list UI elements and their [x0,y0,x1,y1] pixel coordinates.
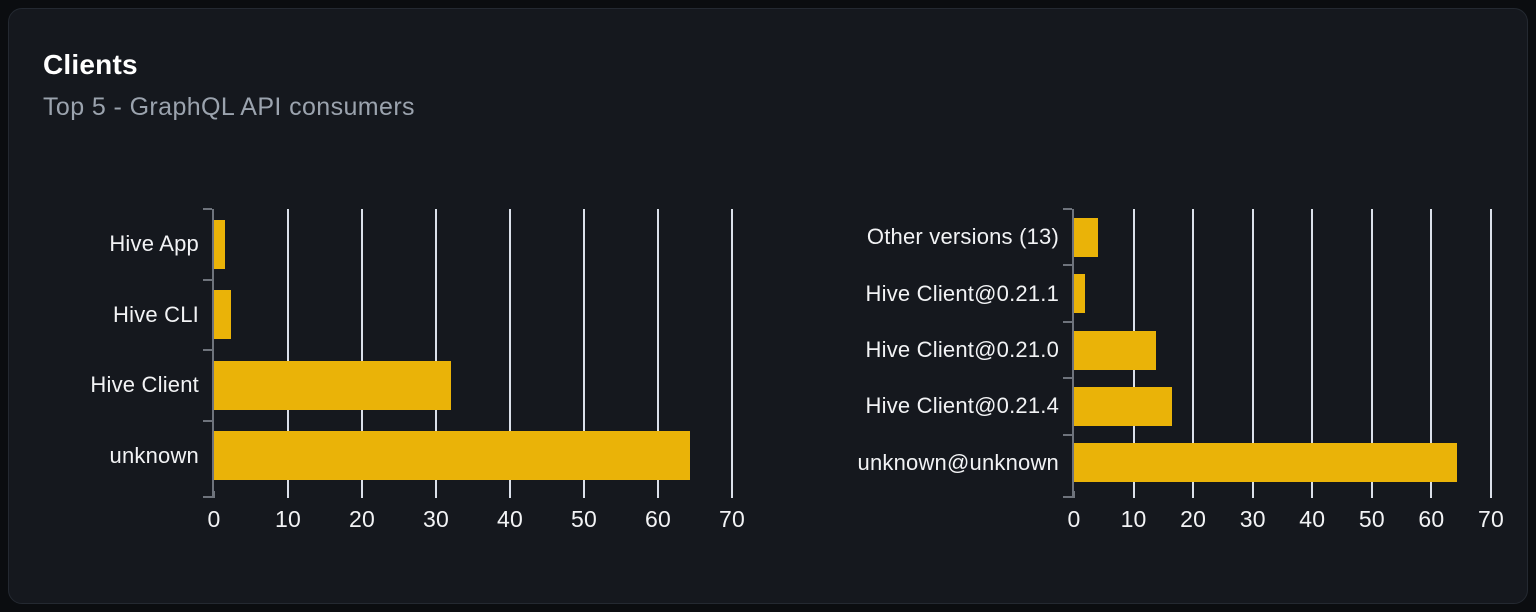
x-axis-tick [1192,491,1195,498]
x-tick-label: 30 [423,506,449,532]
plot-area [1063,208,1492,498]
category-label: Hive Client@0.21.4 [865,393,1059,419]
x-axis-tick [213,491,215,498]
y-axis-tick [1063,434,1072,436]
x-axis-tick [1132,491,1135,498]
category-labels: Other versions (13) Hive Client@0.21.1 Hiv… [844,209,1074,491]
bar [214,290,232,340]
x-axis-tick [287,491,289,498]
x-tick-label: 40 [497,506,523,532]
x-axis-tick [583,491,585,498]
x-axis-tick [1490,491,1492,498]
x-tick-label: 10 [1120,506,1147,532]
category-label: unknown@unknown [857,449,1059,475]
card-header: Clients Top 5 - GraphQL API consumers [43,49,415,122]
bar [214,431,690,481]
x-tick-label: 70 [719,506,745,532]
y-axis-tick [1063,377,1072,379]
x-axis-tick [1073,491,1075,498]
x-axis-tick [1370,491,1373,498]
x-tick-label: 0 [1067,506,1081,532]
gridline [435,209,437,491]
x-tick-label: 60 [1418,506,1445,532]
x-axis-tick [657,491,659,498]
bar [1074,443,1458,483]
bar [1074,330,1156,370]
y-axis-tick [203,208,212,210]
x-tick-label: 50 [1358,506,1385,532]
client-versions-bar-chart: Other versions (13) Hive Client@0.21.1 Hiv… [844,208,1504,549]
y-axis-tick [1063,321,1072,323]
y-axis-tick [203,420,212,422]
x-axis-tick [1251,491,1254,498]
x-tick-label: 20 [349,506,375,532]
gridline [1192,209,1195,491]
gridline [509,209,511,491]
gridline [287,209,289,491]
gridline [1311,209,1314,491]
x-tick-label: 20 [1180,506,1207,532]
x-tick-label: 40 [1299,506,1326,532]
category-label: Hive Client [90,372,199,398]
y-axis-tick [203,279,212,281]
y-axis-tick [1063,264,1072,266]
x-tick-label: 30 [1239,506,1266,532]
gridline [361,209,363,491]
y-axis-line [212,209,214,498]
y-axis-tick [203,496,212,498]
plot-area [203,208,733,498]
x-axis-labels: 0 10 20 30 40 50 60 70 [1068,506,1504,536]
x-tick-label: 10 [275,506,301,532]
x-axis-tick [361,491,363,498]
y-axis-line [1072,209,1074,498]
card-title: Clients [43,49,138,80]
bar [214,360,451,410]
x-tick-label: 70 [1478,506,1504,532]
clients-card: Clients Top 5 - GraphQL API consumers Hi… [8,8,1528,604]
x-axis-labels: 0 10 20 30 40 50 60 70 [208,506,745,536]
card-subtitle: Top 5 - GraphQL API consumers [43,93,415,121]
gridline [583,209,585,491]
bar [1074,274,1085,314]
y-axis-tick [1063,496,1072,498]
gridline [1251,209,1254,491]
category-label: unknown [109,442,199,468]
gridline [1430,209,1433,491]
bar [1074,386,1173,426]
bar [1074,217,1098,257]
x-tick-label: 50 [571,506,597,532]
x-axis-tick [435,491,437,498]
x-axis-tick [731,491,733,498]
category-label: Hive Client@0.21.0 [865,336,1059,362]
category-label: Hive Client@0.21.1 [865,280,1059,306]
category-label: Other versions (13) [866,224,1059,250]
category-label: Hive App [109,231,199,257]
x-tick-label: 60 [645,506,671,532]
x-axis-tick [1311,491,1314,498]
gridline [1370,209,1373,491]
gridline [731,209,733,491]
x-tick-label: 0 [207,506,221,532]
gridline [657,209,659,491]
category-label: Hive CLI [113,301,199,327]
x-axis-tick [509,491,511,498]
bar [214,219,226,269]
y-axis-tick [1063,208,1072,210]
y-axis-tick [203,349,212,351]
category-labels: Hive App Hive CLI Hive Client unknown [35,209,214,491]
x-axis-tick [1430,491,1433,498]
gridline [1490,209,1492,491]
clients-bar-chart: Hive App Hive CLI Hive Client unknown 0 10 20 3… [35,208,745,549]
